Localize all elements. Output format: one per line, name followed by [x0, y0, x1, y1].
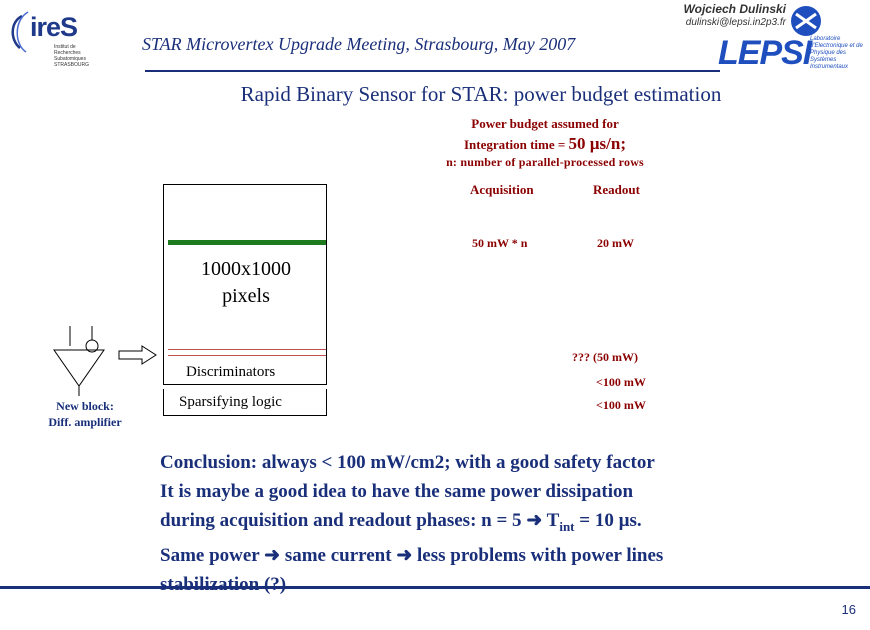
ires-logo-graphic — [11, 11, 29, 53]
new-block-line-1: New block: — [56, 399, 114, 413]
readout-power: 20 mW — [597, 236, 634, 250]
pixel-matrix-label: 1000x1000 pixels — [186, 256, 306, 310]
lepsi-logo: LEPSI Laboratoire d'Electronique et de P… — [718, 4, 868, 74]
lepsi-logo-subtext: Laboratoire d'Electronique et de Physiqu… — [810, 36, 863, 70]
conclusion-line-3-sub: int — [559, 518, 575, 534]
right-arrow-icon: ➜ — [264, 544, 281, 566]
sparsifying-label: Sparsifying logic — [179, 394, 282, 410]
ires-logo: ireS Institut de Recherches Subatomiques… — [8, 8, 89, 68]
ires-logo-subtext: Institut de Recherches Subatomiques STRA… — [54, 44, 90, 68]
conclusion-line-4c: less problems with power lines — [412, 544, 664, 566]
page-number: 16 — [841, 602, 856, 617]
author-email: dulinski@lepsi.in2p3.fr — [685, 17, 786, 28]
discriminators-power: <100 mW — [596, 375, 646, 389]
lepsi-logo-text: LEPSI — [718, 34, 812, 72]
amplifier-power: ??? (50 mW) — [572, 350, 638, 364]
author-name: Wojciech Dulinski — [683, 2, 786, 16]
diff-amplifier-symbol — [53, 326, 105, 396]
amplifier-row-line-1 — [168, 349, 326, 350]
pixel-matrix-size: 1000x1000 — [201, 258, 291, 280]
conclusion-line-5: stabilization (?) — [160, 573, 287, 595]
conclusion-line-1: Conclusion: always < 100 mW/cm2; with a … — [160, 452, 655, 473]
conclusion-text: Conclusion: always < 100 mW/cm2; with a … — [160, 448, 840, 599]
hollow-arrow-icon — [118, 345, 157, 365]
budget-line-1: Power budget assumed for — [471, 116, 619, 131]
conclusion-line-2: It is maybe a good idea to have the same… — [160, 481, 634, 502]
discriminators-label: Discriminators — [186, 364, 276, 380]
right-arrow-icon: ➜ — [396, 544, 413, 566]
new-block-line-2: Diff. amplifier — [48, 415, 122, 429]
slide-title: Rapid Binary Sensor for STAR: power budg… — [240, 82, 722, 106]
budget-line-2: Integration time = 50 µs/n; — [390, 134, 700, 154]
conclusion-line-3c: = 10 µs. — [574, 510, 642, 531]
sparsifying-power: <100 mW — [596, 398, 646, 412]
meeting-title: STAR Microvertex Upgrade Meeting, Strasb… — [142, 34, 576, 54]
amplifier-row-line-2 — [168, 355, 326, 356]
lepsi-emblem-icon — [791, 6, 821, 36]
acquisition-header: Acquisition — [470, 182, 534, 197]
budget-line-3: n: number of parallel-processed rows — [446, 155, 644, 169]
budget-line-2-prefix: Integration time = — [463, 137, 569, 152]
conclusion-line-3: during acquisition and readout phases: n… — [160, 506, 840, 541]
pixel-matrix-unit: pixels — [222, 285, 270, 307]
discriminators-divider — [163, 384, 327, 385]
conclusion-line-3a: during acquisition and readout phases: n… — [160, 510, 527, 531]
conclusion-line-4a: Same power — [160, 544, 265, 566]
new-block-label: New block: Diff. amplifier — [30, 398, 140, 430]
conclusion-line-4b: same current — [280, 544, 397, 566]
pixel-matrix-box — [163, 184, 327, 384]
conclusion-line-3b: T — [542, 510, 560, 531]
footer-divider — [0, 586, 870, 589]
active-row-line — [168, 240, 326, 245]
budget-line-2-value: 50 µs/n; — [568, 134, 627, 153]
ires-logo-text: ireS — [30, 12, 78, 42]
sparsifying-box — [163, 389, 327, 416]
header-divider — [145, 70, 720, 72]
conclusion-line-4: Same power ➜ same current ➜ less problem… — [160, 541, 840, 570]
acquisition-power: 50 mW * n — [472, 236, 528, 250]
right-arrow-icon: ➜ — [526, 510, 543, 531]
readout-header: Readout — [593, 182, 640, 197]
